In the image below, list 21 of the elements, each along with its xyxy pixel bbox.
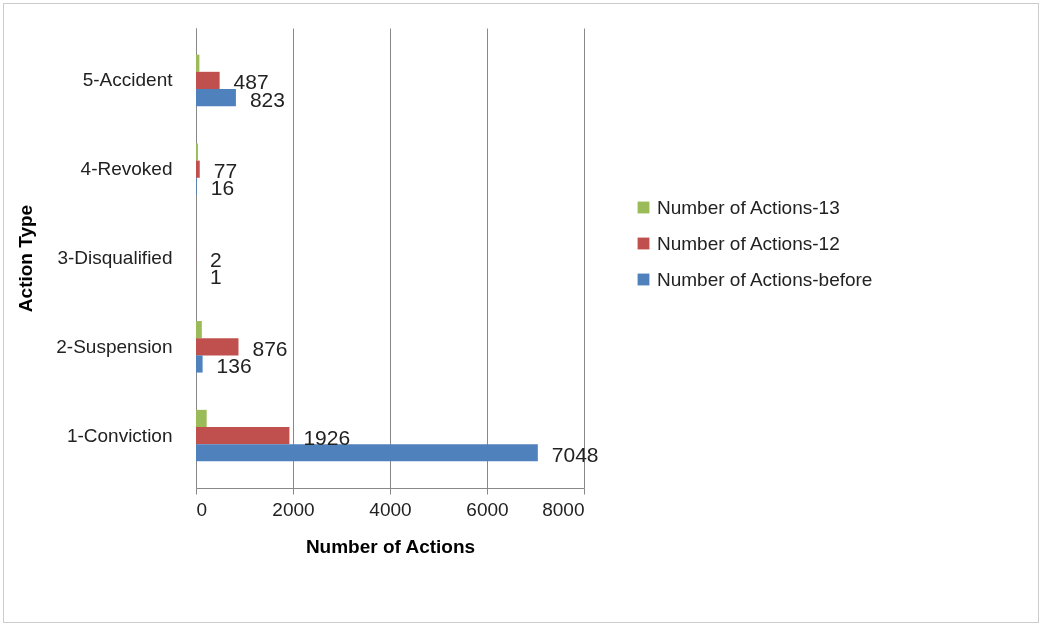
y-tick-label: 1-Conviction — [66, 424, 173, 446]
y-tick-label: 3-Disqualified — [57, 247, 173, 268]
legend-label: Number of Actions-13 — [657, 196, 840, 218]
data-label: 7048 — [551, 442, 599, 466]
data-label: 136 — [216, 353, 252, 377]
y-tick-label: 5-Accident — [82, 69, 174, 91]
data-label: 2 — [210, 248, 222, 271]
y-axis-title: Action Type — [15, 204, 37, 313]
legend-label: Number of Actions-12 — [657, 232, 840, 254]
x-axis-title: Number of Actions — [305, 535, 476, 557]
y-tick-label: 2-Suspension — [56, 335, 173, 357]
x-tick-label: 4000 — [369, 498, 412, 520]
y-tick-label: 4-Revoked — [80, 158, 173, 180]
legend-label: Number of Actions-before — [657, 268, 873, 290]
data-label: 1926 — [303, 425, 351, 449]
x-tick-label: 0 — [196, 498, 208, 520]
x-tick-label: 2000 — [272, 498, 315, 520]
x-tick-label: 8000 — [542, 498, 585, 520]
data-label: 487 — [233, 70, 269, 94]
x-tick-label: 6000 — [466, 498, 509, 520]
data-label: 876 — [252, 336, 288, 360]
